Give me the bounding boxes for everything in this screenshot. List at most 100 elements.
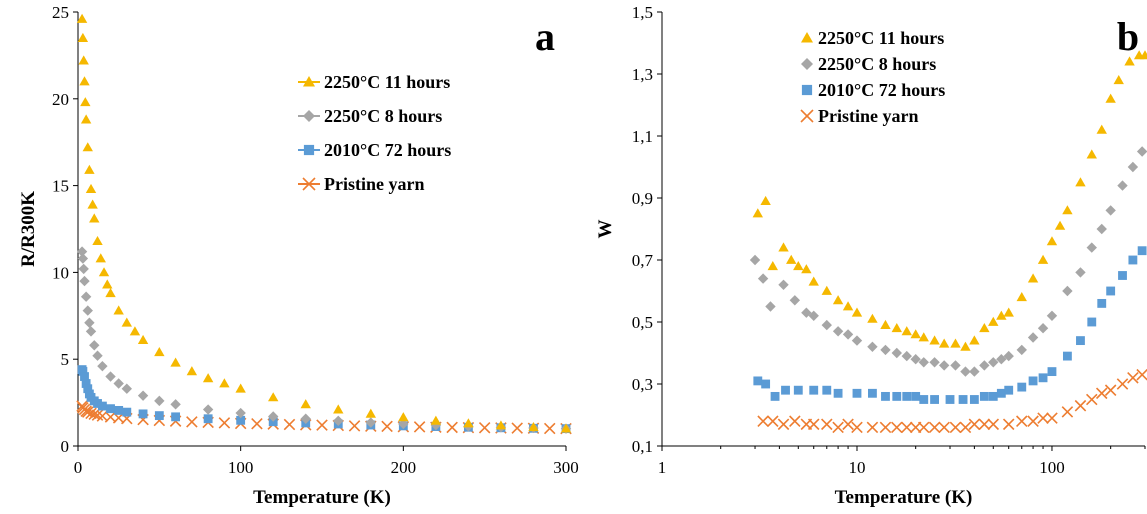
- data-point: [880, 319, 891, 329]
- y-tick-label: 1,3: [632, 65, 653, 84]
- data-point: [186, 416, 198, 428]
- data-point: [801, 307, 812, 318]
- data-point: [102, 279, 113, 289]
- legend: 2250°C 11 hours 2250°C 8 hours 2010°C 72 h…: [800, 28, 945, 126]
- y-tick-label: 0,7: [632, 251, 654, 270]
- data-point: [203, 414, 213, 424]
- legend-label: 2250°C 8 hours: [324, 106, 442, 126]
- data-point: [154, 411, 164, 421]
- data-point: [1038, 373, 1048, 383]
- data-point: [105, 288, 116, 298]
- data-point: [781, 385, 790, 395]
- data-point: [852, 388, 862, 398]
- data-point: [87, 199, 98, 209]
- data-point: [528, 422, 539, 432]
- data-point: [154, 395, 165, 407]
- data-point: [910, 354, 921, 365]
- data-point: [950, 338, 961, 348]
- data-point: [495, 420, 507, 430]
- legend-marker-diamond: [801, 58, 813, 70]
- data-point: [749, 254, 761, 266]
- y-tick-label: 0,1: [632, 437, 653, 456]
- x-tick-label: 1: [658, 458, 667, 477]
- data-point: [1118, 271, 1127, 280]
- data-point: [1028, 376, 1038, 386]
- legend-marker-square: [303, 144, 315, 156]
- data-point: [1075, 267, 1086, 278]
- data-point: [1015, 415, 1028, 427]
- data-point: [778, 279, 789, 290]
- data-point: [832, 421, 844, 434]
- data-point: [89, 213, 100, 223]
- data-point: [842, 329, 854, 340]
- y-axis-label: R/R300K: [18, 191, 39, 267]
- data-point: [996, 388, 1006, 398]
- data-point: [777, 418, 790, 431]
- data-point: [78, 366, 88, 376]
- data-point: [85, 326, 97, 337]
- data-point: [1027, 273, 1039, 283]
- data-point: [918, 332, 929, 342]
- data-point: [560, 423, 572, 433]
- series-1: [749, 146, 1147, 377]
- data-point: [1037, 254, 1049, 264]
- y-tick-label: 15: [52, 177, 69, 196]
- data-point: [996, 310, 1007, 320]
- data-point: [1004, 385, 1014, 395]
- data-point: [950, 360, 961, 371]
- data-point: [81, 379, 91, 388]
- data-point: [960, 341, 971, 351]
- data-point: [832, 326, 844, 337]
- y-tick-label: 0: [61, 437, 70, 456]
- data-point: [478, 422, 491, 434]
- data-point: [171, 412, 181, 422]
- data-point: [979, 323, 990, 333]
- data-point: [929, 357, 940, 368]
- data-point: [1096, 124, 1107, 134]
- data-point: [84, 317, 95, 328]
- data-point: [842, 418, 854, 431]
- data-point: [891, 421, 903, 434]
- data-point: [137, 334, 149, 345]
- data-point: [218, 417, 231, 429]
- data-point: [268, 417, 278, 427]
- data-point: [1104, 384, 1117, 396]
- data-point: [938, 421, 950, 434]
- data-point: [85, 183, 97, 193]
- data-point: [1003, 307, 1014, 317]
- data-point: [84, 164, 95, 174]
- legend-marker-diamond: [303, 110, 315, 122]
- data-point: [105, 371, 116, 382]
- series-0: [752, 50, 1147, 351]
- data-point: [202, 373, 214, 383]
- legend-label: 2250°C 8 hours: [818, 54, 936, 74]
- data-point: [122, 407, 132, 417]
- data-point: [1113, 75, 1124, 85]
- data-point: [79, 76, 90, 86]
- data-point: [235, 383, 246, 393]
- data-point: [97, 360, 108, 372]
- y-tick-label: 10: [52, 263, 69, 282]
- data-point: [958, 395, 968, 404]
- panel-label: a: [535, 14, 555, 59]
- data-point: [919, 395, 929, 404]
- data-point: [1096, 223, 1107, 235]
- data-point: [381, 420, 393, 433]
- y-tick-label: 0,3: [632, 375, 653, 394]
- data-point: [789, 415, 801, 427]
- x-axis-label: Temperature (K): [835, 487, 973, 508]
- legend-label: 2250°C 11 hours: [324, 72, 450, 92]
- data-point: [333, 415, 344, 427]
- data-point: [1117, 180, 1128, 191]
- data-point: [821, 285, 832, 295]
- data-point: [988, 357, 999, 368]
- data-point: [867, 313, 878, 323]
- data-point: [129, 326, 141, 336]
- data-point: [822, 385, 832, 395]
- panel-label: b: [1117, 14, 1139, 59]
- data-point: [82, 305, 93, 316]
- data-point: [98, 267, 110, 277]
- data-point: [1136, 146, 1147, 157]
- data-point: [79, 275, 90, 287]
- x-tick-label: 100: [1039, 458, 1065, 477]
